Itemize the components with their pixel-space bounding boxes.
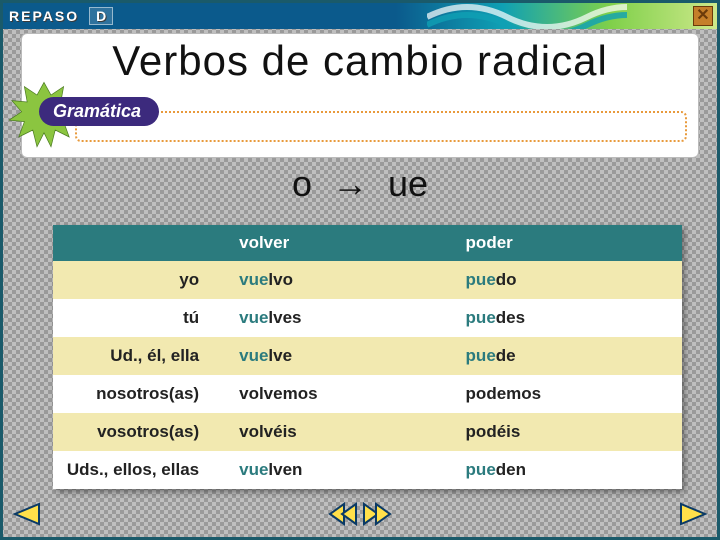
pronoun-cell: yo (53, 261, 229, 299)
gramatica-pill: Gramática (39, 97, 159, 126)
table-row: túvuelvespuedes (53, 299, 682, 337)
subtitle-b: ue (388, 163, 428, 204)
poder-cell: pueden (456, 451, 682, 489)
next-arrow-icon[interactable] (679, 501, 709, 527)
header-bar: REPASO D (3, 3, 717, 29)
pronoun-cell: Uds., ellos, ellas (53, 451, 229, 489)
subtitle-a: o (292, 163, 312, 204)
table-row: Uds., ellos, ellasvuelvenpueden (53, 451, 682, 489)
prev-arrow-icon[interactable] (11, 501, 41, 527)
last-arrow-icon[interactable] (362, 501, 392, 527)
poder-cell: puedes (456, 299, 682, 337)
pronoun-cell: tú (53, 299, 229, 337)
table-row: vosotros(as)volvéispodéis (53, 413, 682, 451)
conjugation-table: volver poder yovuelvopuedotúvuelvespuede… (53, 225, 682, 489)
volver-cell: vuelve (229, 337, 455, 375)
slide: REPASO D ✕ Verbos de cambio radical Gram… (0, 0, 720, 540)
volver-cell: volvemos (229, 375, 455, 413)
table-row: yovuelvopuedo (53, 261, 682, 299)
poder-cell: podemos (456, 375, 682, 413)
pronoun-cell: nosotros(as) (53, 375, 229, 413)
table-row: nosotros(as)volvemospodemos (53, 375, 682, 413)
col-volver: volver (229, 225, 455, 261)
pronoun-cell: Ud., él, ella (53, 337, 229, 375)
nav-bar (3, 497, 717, 531)
header-label: REPASO (9, 8, 79, 24)
poder-cell: podéis (456, 413, 682, 451)
volver-cell: vuelvo (229, 261, 455, 299)
poder-cell: puedo (456, 261, 682, 299)
pronoun-cell: vosotros(as) (53, 413, 229, 451)
volver-cell: volvéis (229, 413, 455, 451)
page-title: Verbos de cambio radical (3, 37, 717, 85)
arrow-icon: → (332, 163, 368, 204)
volver-cell: vuelves (229, 299, 455, 337)
header-wave-decoration (427, 3, 627, 29)
header-chapter: D (89, 7, 113, 25)
table-header-row: volver poder (53, 225, 682, 261)
first-arrow-icon[interactable] (328, 501, 358, 527)
table-row: Ud., él, ellavuelvepuede (53, 337, 682, 375)
nav-center (328, 501, 392, 527)
volver-cell: vuelven (229, 451, 455, 489)
col-poder: poder (456, 225, 682, 261)
poder-cell: puede (456, 337, 682, 375)
subtitle: o → ue (3, 163, 717, 205)
close-button[interactable]: ✕ (693, 6, 713, 26)
dotted-border (75, 111, 687, 142)
col-empty (53, 225, 229, 261)
